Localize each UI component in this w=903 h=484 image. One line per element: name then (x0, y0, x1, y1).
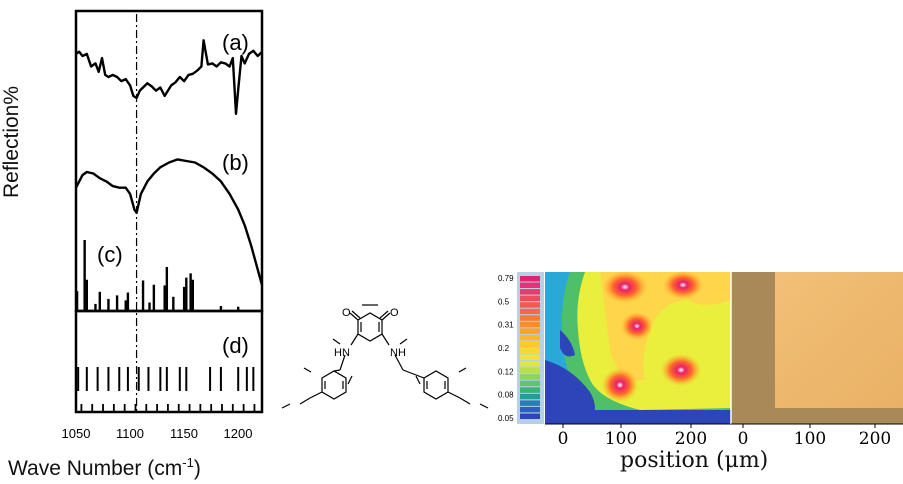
colorbar-swatch (520, 374, 540, 380)
image-x-tick-0: 0 (738, 429, 749, 449)
x-tick-1100: 1100 (116, 426, 144, 441)
colorbar-swatch (520, 387, 540, 393)
atom-nh: NH (390, 347, 406, 359)
x-axis-label: Wave Number (cm-1) (8, 455, 201, 481)
lower-frame (74, 309, 264, 414)
panel-label-c: (c) (97, 242, 123, 267)
map-x-tick-0: 0 (558, 429, 569, 449)
colorbar-tick-label: 0.5 (498, 297, 510, 306)
panel-label-b: (b) (222, 150, 249, 175)
panel-label-a: (a) (222, 30, 249, 55)
series-line-b (74, 158, 264, 286)
colorbar-tick-label: 0.31 (498, 321, 514, 330)
atom-hn: HN (334, 347, 350, 359)
colorbar-swatch (520, 348, 540, 354)
colorbar-swatch (520, 406, 540, 413)
colorbar-swatch (520, 302, 540, 308)
colorbar-tick-label: 0.08 (498, 391, 514, 400)
colorbar-swatch (520, 367, 540, 374)
colorbar-swatch (520, 308, 540, 315)
colorbar-swatch (520, 334, 540, 341)
map-x-tick-200: 200 (675, 429, 707, 449)
colorbar-swatch (520, 380, 540, 387)
position-axis-label: position (μm) (620, 448, 769, 473)
colorbar-swatch (520, 413, 540, 419)
colorbar-swatch (520, 282, 540, 288)
contour-map (545, 271, 731, 424)
map-x-tick-100: 100 (605, 429, 637, 449)
optical-image (731, 272, 903, 424)
colorbar-swatch (520, 295, 540, 302)
image-x-tick-200: 200 (859, 429, 891, 449)
colorbar-swatch (520, 341, 540, 347)
x-tick-1050: 1050 (62, 426, 91, 441)
colorbar-swatch (520, 393, 540, 400)
image-x-tick-100: 100 (794, 429, 826, 449)
colorbar-swatch (520, 289, 540, 295)
colorbar-swatch (520, 400, 540, 406)
atom-o-left: O (342, 307, 351, 319)
colorbar-swatch (520, 321, 540, 328)
panel-label-d: (d) (222, 333, 249, 358)
colorbar-swatch (520, 315, 540, 321)
colorbar-swatch (520, 354, 540, 360)
colorbar-swatch (520, 328, 540, 334)
x-axis-label-close: ) (193, 457, 201, 480)
colorbar-tick-label: 0.05 (498, 414, 514, 423)
colorbar-tick-label: 0.2 (498, 344, 510, 353)
colorbar-swatch (520, 361, 540, 367)
x-tick-1200: 1200 (224, 426, 253, 441)
colorbar-tick-label: 0.79 (498, 274, 514, 283)
colorbar-swatch (520, 276, 540, 282)
x-tick-1150: 1150 (170, 426, 198, 441)
series-line-a (75, 39, 263, 116)
x-axis-label-exponent: -1 (182, 455, 194, 470)
colorbar-tick-label: 0.12 (498, 367, 514, 376)
x-axis-label-main: Wave Number (cm (8, 457, 183, 480)
atom-o-right: O (390, 307, 399, 319)
